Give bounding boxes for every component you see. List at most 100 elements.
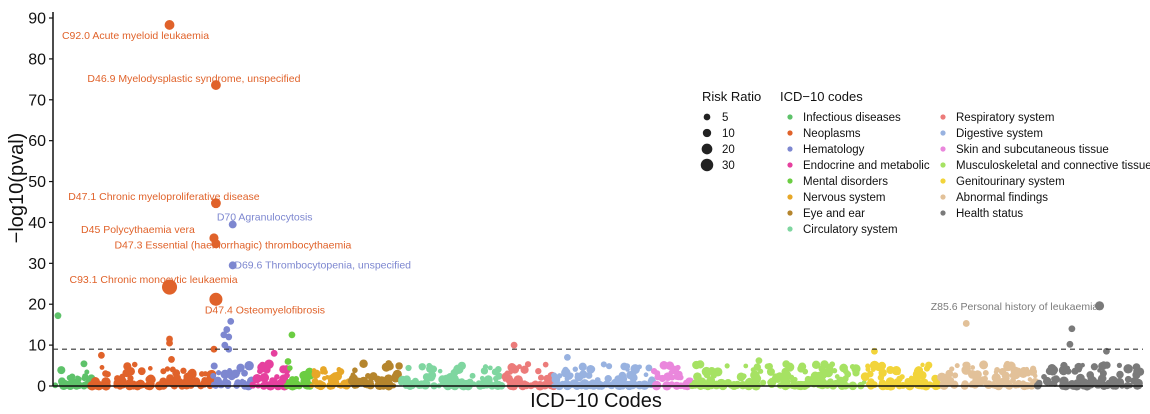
point-annotation: D47.4 Osteomyelofibrosis bbox=[205, 304, 325, 316]
category-legend-label: Health status bbox=[956, 208, 1023, 220]
background-point bbox=[1010, 377, 1016, 384]
data-point bbox=[223, 326, 231, 333]
background-point bbox=[645, 364, 653, 372]
category-legend-label: Endocrine and metabolic bbox=[803, 160, 930, 172]
background-point bbox=[669, 374, 676, 381]
background-point bbox=[164, 366, 171, 372]
background-point bbox=[115, 380, 121, 386]
category-legend-label: Skin and subcutaneous tissue bbox=[956, 144, 1109, 156]
background-point bbox=[180, 367, 187, 374]
background-point bbox=[80, 360, 88, 368]
background-point bbox=[131, 361, 138, 368]
background-point bbox=[767, 380, 776, 388]
data-point bbox=[510, 341, 518, 349]
background-point bbox=[99, 364, 105, 370]
background-point bbox=[912, 370, 922, 379]
background-point bbox=[300, 377, 310, 387]
background-point bbox=[1124, 365, 1131, 372]
background-point bbox=[1116, 362, 1123, 368]
background-point bbox=[809, 378, 816, 385]
background-point bbox=[126, 367, 135, 376]
background-point bbox=[814, 362, 820, 367]
background-point bbox=[1042, 376, 1052, 386]
background-point bbox=[258, 361, 267, 370]
background-point bbox=[594, 377, 601, 383]
background-point bbox=[551, 372, 558, 379]
background-point bbox=[648, 376, 656, 384]
risk-ratio-legend-dot bbox=[700, 158, 714, 172]
background-point bbox=[861, 379, 867, 385]
background-point bbox=[495, 366, 502, 373]
background-point bbox=[561, 368, 571, 378]
category-legend-label: Mental disorders bbox=[803, 176, 888, 188]
background-point bbox=[614, 375, 623, 384]
background-point bbox=[487, 365, 493, 371]
background-point bbox=[983, 380, 989, 386]
background-point bbox=[1099, 374, 1107, 383]
background-point bbox=[952, 372, 959, 379]
background-point bbox=[693, 372, 702, 381]
background-point bbox=[429, 365, 438, 373]
background-point bbox=[249, 381, 257, 389]
background-point bbox=[865, 363, 871, 369]
background-point bbox=[510, 364, 517, 370]
category-legend-label: Infectious diseases bbox=[803, 112, 901, 124]
x-axis-title: ICD−10 Codes bbox=[530, 390, 662, 412]
y-tick-label: 80 bbox=[28, 51, 46, 68]
background-point bbox=[535, 367, 542, 375]
background-point bbox=[279, 365, 288, 374]
background-point bbox=[659, 360, 669, 370]
background-point bbox=[428, 371, 437, 380]
background-point bbox=[504, 370, 510, 376]
background-point bbox=[962, 366, 970, 374]
background-point bbox=[220, 369, 230, 379]
data-point bbox=[225, 333, 233, 341]
background-point bbox=[222, 377, 229, 384]
background-point bbox=[994, 367, 1000, 373]
category-legend-label: Abnormal findings bbox=[956, 192, 1048, 204]
background-point bbox=[159, 377, 168, 386]
point-annotation: Z85.6 Personal history of leukaemia bbox=[931, 301, 1099, 313]
background-point bbox=[123, 369, 129, 375]
background-point bbox=[320, 366, 327, 373]
point-annotation: D70 Agranulocytosis bbox=[217, 211, 313, 223]
category-legend-dot bbox=[940, 114, 946, 120]
risk-ratio-legend-title: Risk Ratio bbox=[702, 89, 761, 104]
background-point bbox=[395, 362, 403, 370]
data-point bbox=[288, 331, 296, 339]
background-point bbox=[869, 360, 880, 371]
background-point bbox=[321, 376, 327, 381]
category-legend-label: Genitourinary system bbox=[956, 176, 1065, 188]
background-point bbox=[945, 369, 954, 378]
data-point bbox=[385, 360, 393, 367]
background-point bbox=[81, 375, 88, 382]
background-point bbox=[411, 377, 419, 385]
risk-ratio-legend-dot bbox=[703, 113, 711, 121]
background-point bbox=[1001, 371, 1010, 380]
background-point bbox=[210, 382, 218, 389]
background-point bbox=[1024, 369, 1032, 377]
category-legend-dot bbox=[940, 162, 946, 168]
category-legend-dot bbox=[787, 114, 793, 120]
highlighted-point bbox=[161, 279, 178, 295]
background-point bbox=[836, 379, 846, 389]
background-point bbox=[137, 367, 146, 376]
background-point bbox=[604, 375, 612, 383]
background-point bbox=[1051, 376, 1056, 382]
data-point bbox=[54, 312, 62, 320]
legend: Risk Ratio ICD−10 codes 5 10 20 30 Infectiou… bbox=[700, 89, 1150, 236]
background-point bbox=[210, 372, 217, 379]
category-legend-label: Hematology bbox=[803, 144, 865, 156]
highlighted-point bbox=[1094, 301, 1105, 311]
data-point bbox=[284, 358, 292, 365]
background-point bbox=[269, 377, 276, 384]
background-point bbox=[774, 377, 781, 383]
background-point bbox=[469, 372, 476, 379]
background-point bbox=[75, 376, 82, 383]
category-legend-dot bbox=[787, 130, 793, 136]
background-point bbox=[741, 373, 747, 379]
background-point bbox=[588, 365, 596, 373]
background-point bbox=[556, 373, 563, 379]
background-point bbox=[706, 376, 716, 385]
y-tick-label: 10 bbox=[28, 338, 46, 355]
